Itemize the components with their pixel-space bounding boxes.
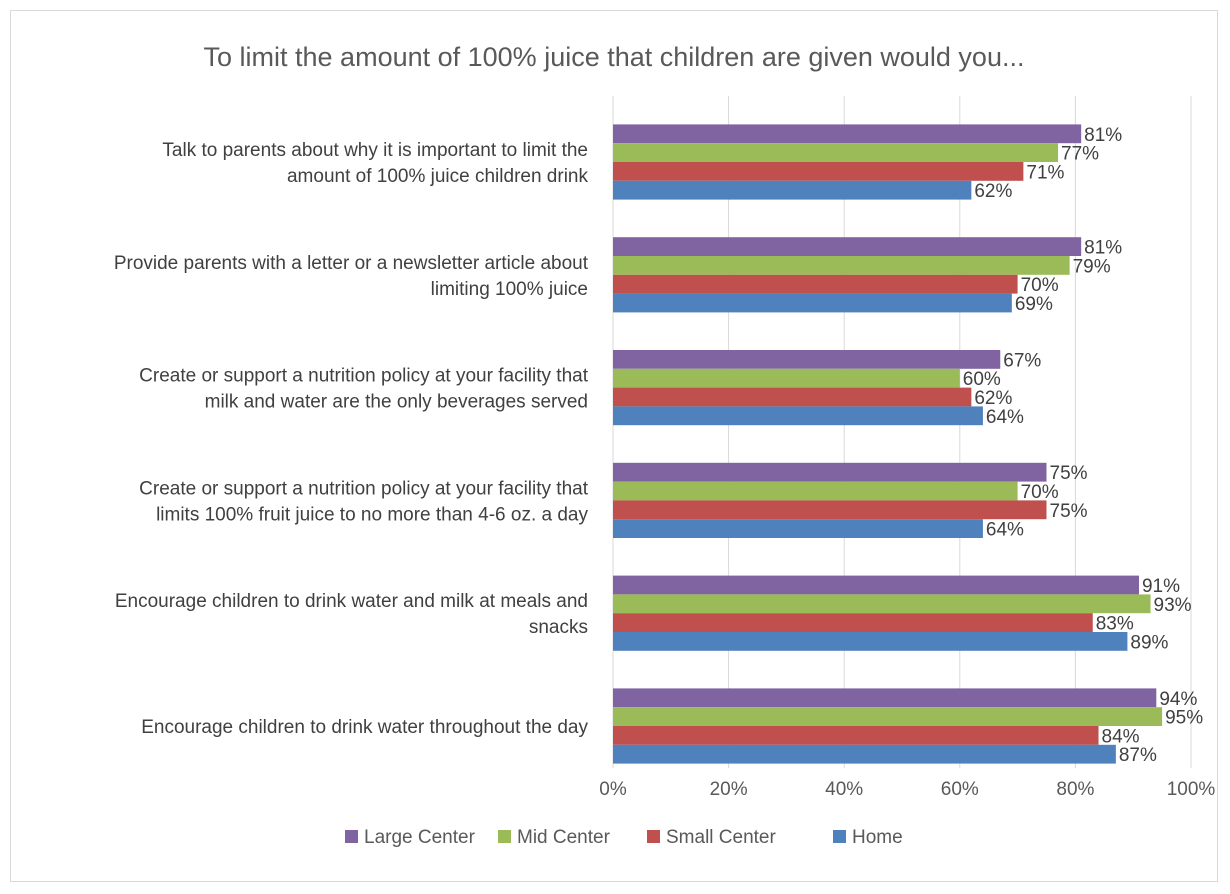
bar-small-center-1 — [613, 274, 1018, 294]
legend-label: Home — [852, 827, 903, 848]
data-label: 77% — [1061, 144, 1099, 165]
bar-mid-center-2 — [613, 368, 960, 388]
category-label: amount of 100% juice children drink — [287, 166, 589, 187]
bar-large-center-1 — [613, 237, 1082, 256]
bar-large-center-4 — [613, 575, 1139, 595]
category-label: Create or support a nutrition policy at … — [139, 366, 589, 387]
data-label: 83% — [1096, 614, 1134, 635]
bar-small-center-3 — [613, 500, 1047, 520]
data-label: 70% — [1021, 482, 1059, 503]
category-label: limiting 100% juice — [431, 279, 588, 300]
x-tick-label: 100% — [1167, 779, 1216, 800]
category-label: Encourage children to drink water and mi… — [115, 591, 588, 612]
data-label: 91% — [1142, 576, 1180, 597]
bar-small-center-2 — [613, 387, 972, 407]
bar-mid-center-0 — [613, 143, 1059, 162]
legend-label: Large Center — [364, 827, 476, 848]
data-label: 64% — [986, 520, 1024, 541]
bar-large-center-0 — [613, 124, 1082, 144]
x-tick-label: 20% — [710, 779, 748, 800]
data-label: 69% — [1015, 294, 1053, 315]
bar-mid-center-5 — [613, 707, 1163, 726]
data-label: 62% — [974, 388, 1012, 409]
category-label: snacks — [529, 617, 588, 638]
bar-large-center-3 — [613, 462, 1047, 482]
x-tick-label: 0% — [599, 779, 627, 800]
x-tick-label: 60% — [941, 779, 979, 800]
bar-home-4 — [613, 632, 1128, 651]
legend: Large Center Mid Center Small Center Home — [345, 827, 903, 848]
legend-swatch — [345, 830, 358, 843]
bar-home-1 — [613, 293, 1012, 313]
bar-large-center-5 — [613, 688, 1157, 708]
category-label: Provide parents with a letter or a newsl… — [114, 253, 589, 274]
category-label: limits 100% fruit juice to no more than … — [156, 504, 588, 525]
data-label: 89% — [1130, 632, 1168, 653]
category-label: milk and water are the only beverages se… — [205, 392, 588, 413]
bar-home-0 — [613, 180, 972, 200]
data-label: 95% — [1165, 708, 1203, 729]
bar-mid-center-1 — [613, 256, 1070, 275]
legend-swatch — [833, 830, 846, 843]
data-label: 70% — [1021, 275, 1059, 296]
bars — [613, 124, 1163, 764]
bar-small-center-4 — [613, 613, 1093, 632]
bar-mid-center-4 — [613, 594, 1151, 614]
legend-swatch — [647, 830, 660, 843]
x-axis-ticks: 0% 20% 40% 60% 80% 100% — [599, 779, 1215, 800]
bar-home-5 — [613, 744, 1116, 764]
data-label: 81% — [1084, 238, 1122, 259]
data-label: 75% — [1050, 463, 1088, 484]
data-label: 71% — [1026, 162, 1064, 183]
bar-small-center-0 — [613, 162, 1024, 181]
x-tick-label: 40% — [825, 779, 863, 800]
x-tick-label: 80% — [1056, 779, 1094, 800]
bar-small-center-5 — [613, 726, 1099, 745]
data-label: 94% — [1159, 689, 1197, 710]
data-labels: 81%77%71%62%81%79%70%69%67%60%62%64%75%7… — [963, 125, 1203, 766]
category-label: Talk to parents about why it is importan… — [162, 140, 588, 161]
category-label: Encourage children to drink water throug… — [141, 717, 588, 738]
data-label: 62% — [974, 181, 1012, 202]
data-label: 67% — [1003, 350, 1041, 371]
bar-large-center-2 — [613, 350, 1001, 369]
data-label: 87% — [1119, 745, 1157, 766]
data-label: 60% — [963, 369, 1001, 390]
data-label: 93% — [1154, 595, 1192, 616]
chart-title: To limit the amount of 100% juice that c… — [204, 42, 1025, 72]
legend-label: Mid Center — [517, 827, 611, 848]
legend-swatch — [498, 830, 511, 843]
bar-home-3 — [613, 519, 983, 538]
legend-label: Small Center — [666, 827, 776, 848]
data-label: 75% — [1050, 501, 1088, 522]
bar-home-2 — [613, 406, 983, 426]
category-label: Create or support a nutrition policy at … — [139, 478, 589, 499]
bar-mid-center-3 — [613, 481, 1018, 501]
data-label: 64% — [986, 407, 1024, 428]
data-label: 79% — [1073, 256, 1111, 277]
gridlines — [612, 96, 1192, 768]
category-labels: Talk to parents about why it is importan… — [114, 140, 589, 738]
data-label: 84% — [1102, 726, 1140, 747]
data-label: 81% — [1084, 125, 1122, 146]
